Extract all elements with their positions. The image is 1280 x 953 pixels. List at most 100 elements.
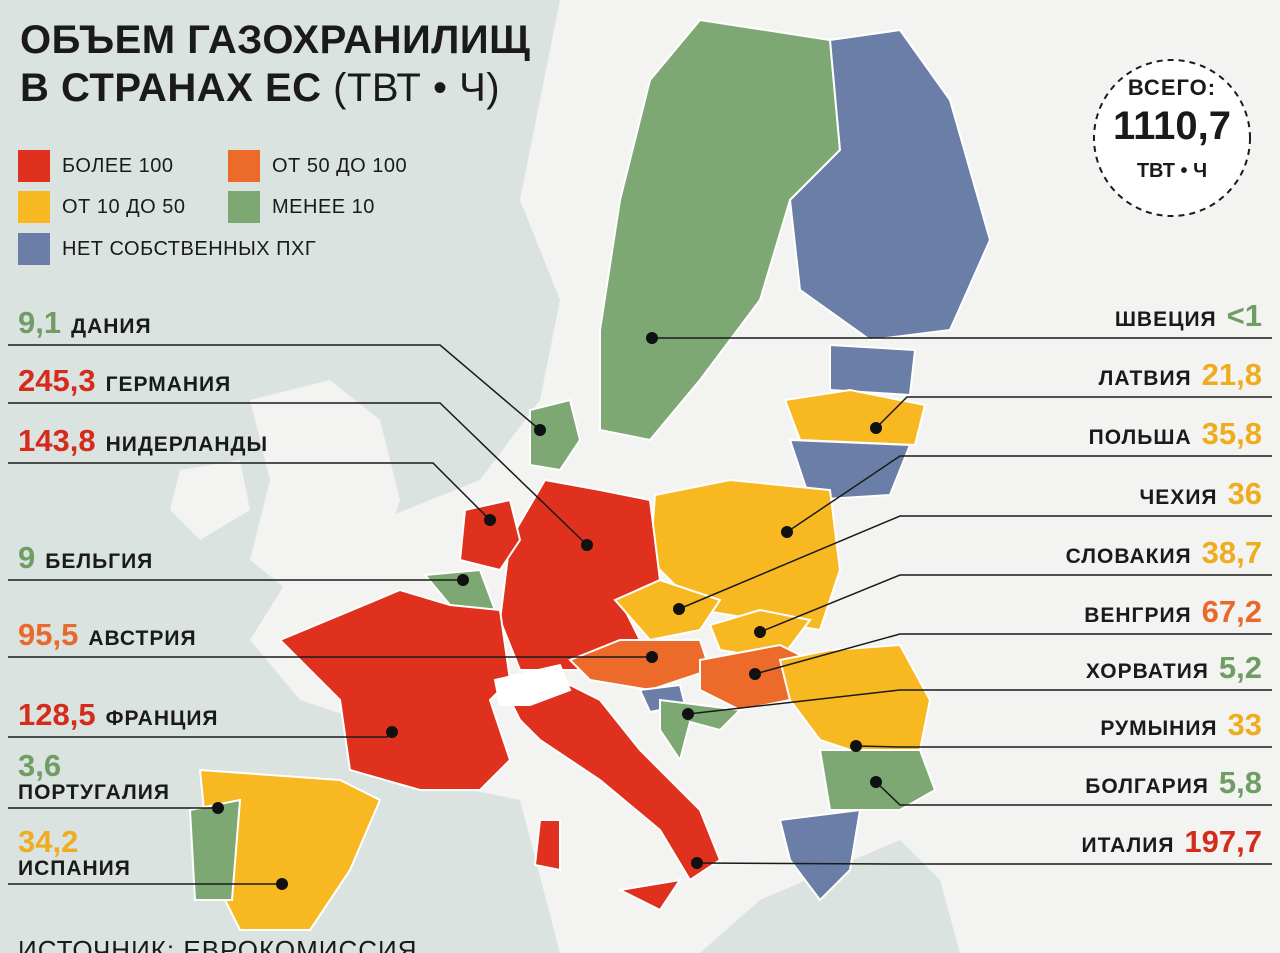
country-name: ПОРТУГАЛИЯ (18, 781, 170, 804)
estonia (829, 343, 917, 397)
country-value: 5,2 (1218, 650, 1262, 685)
country-value: 95,5 (18, 617, 79, 652)
country-label: ЛАТВИЯ 21,8 (1099, 357, 1262, 393)
country-label: ЧЕХИЯ 36 (1140, 476, 1262, 512)
country-name: РУМЫНИЯ (1100, 717, 1218, 740)
legend-item: НЕТ СОБСТВЕННЫХ ПХГ (18, 233, 316, 265)
country-name: ИТАЛИЯ (1081, 834, 1175, 857)
country-label: 143,8 НИДЕРЛАНДЫ (18, 423, 268, 459)
country-label: БОЛГАРИЯ 5,8 (1085, 765, 1262, 801)
country-value: 9 (18, 540, 36, 575)
country-dot (781, 526, 793, 538)
country-name: ШВЕЦИЯ (1114, 308, 1217, 331)
country-name: БОЛГАРИЯ (1085, 775, 1209, 798)
legend-swatch (18, 191, 50, 223)
legend-label: НЕТ СОБСТВЕННЫХ ПХГ (62, 237, 317, 260)
sicily (616, 878, 683, 912)
country-value: 38,7 (1201, 535, 1262, 570)
country-dot (484, 514, 496, 526)
country-dot (646, 651, 658, 663)
leader-lines (8, 332, 1272, 890)
greece (778, 808, 862, 902)
legend-swatch (228, 150, 260, 182)
country-dot (749, 668, 761, 680)
country-value: 21,8 (1201, 357, 1262, 392)
country-name: ПОЛЬША (1088, 426, 1192, 449)
country-dot (870, 776, 882, 788)
country-dot (870, 422, 882, 434)
legend-label: ОТ 50 ДО 100 (272, 154, 408, 177)
country-value: 9,1 (18, 305, 62, 340)
ireland (170, 460, 250, 540)
country-value: 67,2 (1201, 594, 1262, 629)
leader-line (875, 781, 1272, 806)
country-value: 34,2 (18, 824, 79, 859)
total-unit: ТВТ • Ч (1136, 160, 1208, 182)
legend-swatch (18, 233, 50, 265)
total-badge (1093, 59, 1251, 217)
country-name: АВСТРИЯ (88, 627, 197, 650)
france (278, 588, 512, 791)
legend-item: МЕНЕЕ 10 (228, 191, 375, 223)
country-label: 95,5 АВСТРИЯ (18, 617, 197, 653)
legend-item: БОЛЕЕ 100 (18, 150, 173, 182)
leader-line (759, 574, 1272, 633)
country-value: 245,3 (18, 363, 96, 398)
legend-label: МЕНЕЕ 10 (272, 195, 375, 218)
land (170, 0, 1280, 953)
country-dot (276, 878, 288, 890)
leader-line (8, 462, 491, 521)
leader-line (8, 344, 541, 431)
country-label: СЛОВАКИЯ 38,7 (1066, 535, 1262, 571)
source: ИСТОЧНИК: ЕВРОКОМИССИЯ (18, 935, 418, 953)
country-value: 36 (1227, 476, 1262, 511)
country-label: 9 БЕЛЬГИЯ (18, 540, 153, 576)
country-dot (581, 539, 593, 551)
countries (188, 18, 992, 931)
country-dot (457, 574, 469, 586)
czechia (613, 578, 722, 642)
country-value: 197,7 (1184, 824, 1262, 859)
leader-line (786, 455, 1272, 533)
portugal (188, 798, 242, 901)
country-value: 143,8 (18, 423, 96, 458)
country-label: ПОЛЬША 35,8 (1089, 416, 1262, 452)
title-text: В СТРАНАХ ЕС (20, 66, 322, 110)
country-label: 9,1 ДАНИЯ (18, 305, 152, 341)
title-line-1: ОБЪЕМ ГАЗОХРАНИЛИЩ (20, 18, 531, 62)
legend-label: ОТ 10 ДО 50 (62, 195, 186, 218)
italy (508, 678, 722, 882)
leader-line (678, 515, 1272, 610)
latvia (783, 388, 927, 447)
country-name: ГЕРМАНИЯ (105, 373, 232, 396)
country-name: ХОРВАТИЯ (1085, 660, 1209, 683)
sardinia (533, 819, 561, 872)
legend-swatch (228, 191, 260, 223)
country-dot (682, 708, 694, 720)
country-name: ДАНИЯ (71, 315, 152, 338)
britain (250, 380, 400, 600)
netherlands (458, 498, 522, 572)
country-dot (850, 740, 862, 752)
country-name: БЕЛЬГИЯ (45, 550, 154, 573)
country-label: 128,5 ФРАНЦИЯ (18, 697, 219, 733)
country-dot (754, 626, 766, 638)
legend-label: БОЛЕЕ 100 (62, 154, 174, 177)
country-label: ИТАЛИЯ 197,7 (1081, 824, 1262, 860)
country-dot (386, 726, 398, 738)
country-value: 128,5 (18, 697, 96, 732)
continent (250, 0, 1280, 953)
legend-swatch (18, 150, 50, 182)
country-label: ШВЕЦИЯ <1 (1115, 298, 1262, 334)
country-name: ЧЕХИЯ (1139, 486, 1218, 509)
country-name: ВЕНГРИЯ (1084, 604, 1192, 627)
country-value: <1 (1226, 298, 1262, 333)
country-label: РУМЫНИЯ 33 (1100, 707, 1262, 743)
legend-item: ОТ 10 ДО 50 (18, 191, 186, 223)
leader-line (754, 633, 1272, 675)
leader-line (696, 862, 1272, 865)
croatia (659, 698, 743, 763)
